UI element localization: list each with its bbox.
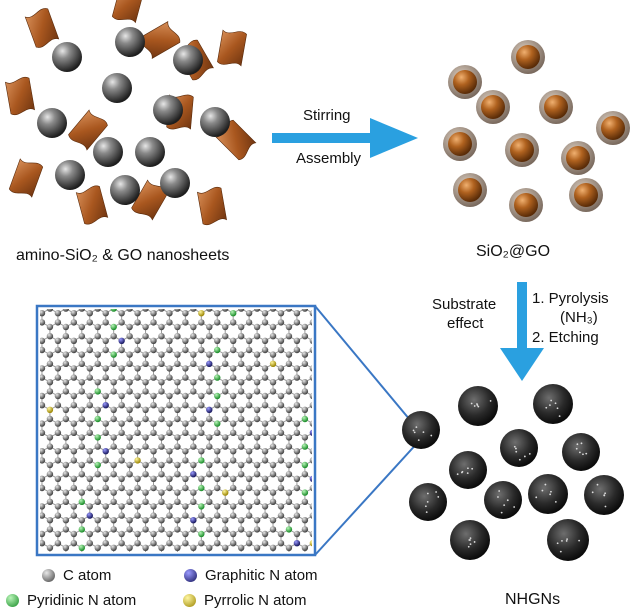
pyrolysis-etching-arrow — [500, 282, 544, 381]
nh3-label: (NH₃) — [560, 309, 598, 326]
go-nanosheet — [5, 76, 35, 116]
go-nanosheet — [68, 109, 108, 151]
nhgn-hollow-sphere — [528, 474, 568, 514]
reactants-label: amino-SiO₂ & GO nanosheets — [16, 247, 230, 264]
legend-label: C atom — [63, 567, 112, 584]
sio2-go-sphere — [476, 90, 510, 124]
amino-silica-sphere — [115, 27, 145, 57]
reactant-cluster — [5, 0, 257, 226]
amino-silica-sphere — [160, 168, 190, 198]
assembly-label: Assembly — [296, 150, 362, 167]
pyrrolic-n-swatch-icon — [183, 594, 196, 607]
sio2-go-sphere — [596, 111, 630, 145]
pyridinic-n-swatch-icon — [6, 594, 19, 607]
pyrolysis-label: 1. Pyrolysis — [532, 290, 609, 307]
amino-silica-sphere — [153, 95, 183, 125]
legend-label: Pyridinic N atom — [27, 592, 137, 609]
go-nanosheet — [8, 158, 44, 198]
nhgn-hollow-sphere — [458, 386, 498, 426]
nhgn-hollow-sphere — [533, 384, 573, 424]
sio2-go-sphere — [505, 133, 539, 167]
go-nanosheet — [131, 179, 169, 221]
nhgn-hollow-sphere — [547, 519, 589, 561]
nhgn-hollow-sphere — [584, 475, 624, 515]
legend-label: Pyrrolic N atom — [204, 592, 307, 609]
sio2-go-sphere — [539, 90, 573, 124]
amino-silica-sphere — [37, 108, 67, 138]
intermediate-cluster — [443, 40, 630, 222]
amino-silica-sphere — [135, 137, 165, 167]
nhgn-hollow-sphere — [449, 451, 487, 489]
amino-silica-sphere — [102, 73, 132, 103]
sio2-go-sphere — [448, 65, 482, 99]
nhgn-hollow-sphere — [450, 520, 490, 560]
go-nanosheet — [217, 29, 247, 67]
stirring-assembly-arrow — [272, 118, 418, 158]
substrate-effect-label-line1: Substrate — [432, 296, 497, 313]
sio2-go-sphere — [511, 40, 545, 74]
intermediate-label: SiO₂@GO — [476, 243, 551, 260]
doped-graphene-zoom — [35, 304, 421, 557]
stirring-label: Stirring — [303, 107, 351, 124]
amino-silica-sphere — [173, 45, 203, 75]
legend-graphitic-n: Graphitic N atom — [184, 567, 318, 584]
amino-silica-sphere — [110, 175, 140, 205]
amino-silica-sphere — [52, 42, 82, 72]
legend-pyridinic-n: Pyridinic N atom — [6, 592, 136, 609]
etching-label: 2. Etching — [532, 329, 599, 346]
sio2-go-sphere — [561, 141, 595, 175]
graphitic-n-swatch-icon — [184, 569, 197, 582]
nhgn-hollow-sphere — [484, 481, 522, 519]
go-nanosheet — [75, 185, 109, 225]
c-atom-swatch-icon — [42, 569, 55, 582]
go-nanosheet — [197, 186, 227, 226]
sio2-go-sphere — [453, 173, 487, 207]
amino-silica-sphere — [55, 160, 85, 190]
product-cluster — [402, 384, 624, 561]
go-nanosheet — [24, 8, 60, 48]
substrate-effect-label-line2: effect — [447, 315, 484, 332]
sio2-go-sphere — [509, 188, 543, 222]
sio2-go-sphere — [443, 127, 477, 161]
nhgn-hollow-sphere — [562, 433, 600, 471]
legend-label: Graphitic N atom — [205, 567, 318, 584]
nhgn-hollow-sphere — [402, 411, 440, 449]
legend-pyrrolic-n: Pyrrolic N atom — [183, 592, 307, 609]
nhgn-hollow-sphere — [500, 429, 538, 467]
amino-silica-sphere — [200, 107, 230, 137]
legend-c-atom: C atom — [42, 567, 111, 584]
product-label: NHGNs — [505, 591, 561, 608]
amino-silica-sphere — [93, 137, 123, 167]
sio2-go-sphere — [569, 178, 603, 212]
nhgn-hollow-sphere — [409, 483, 447, 521]
go-nanosheet — [111, 0, 145, 24]
